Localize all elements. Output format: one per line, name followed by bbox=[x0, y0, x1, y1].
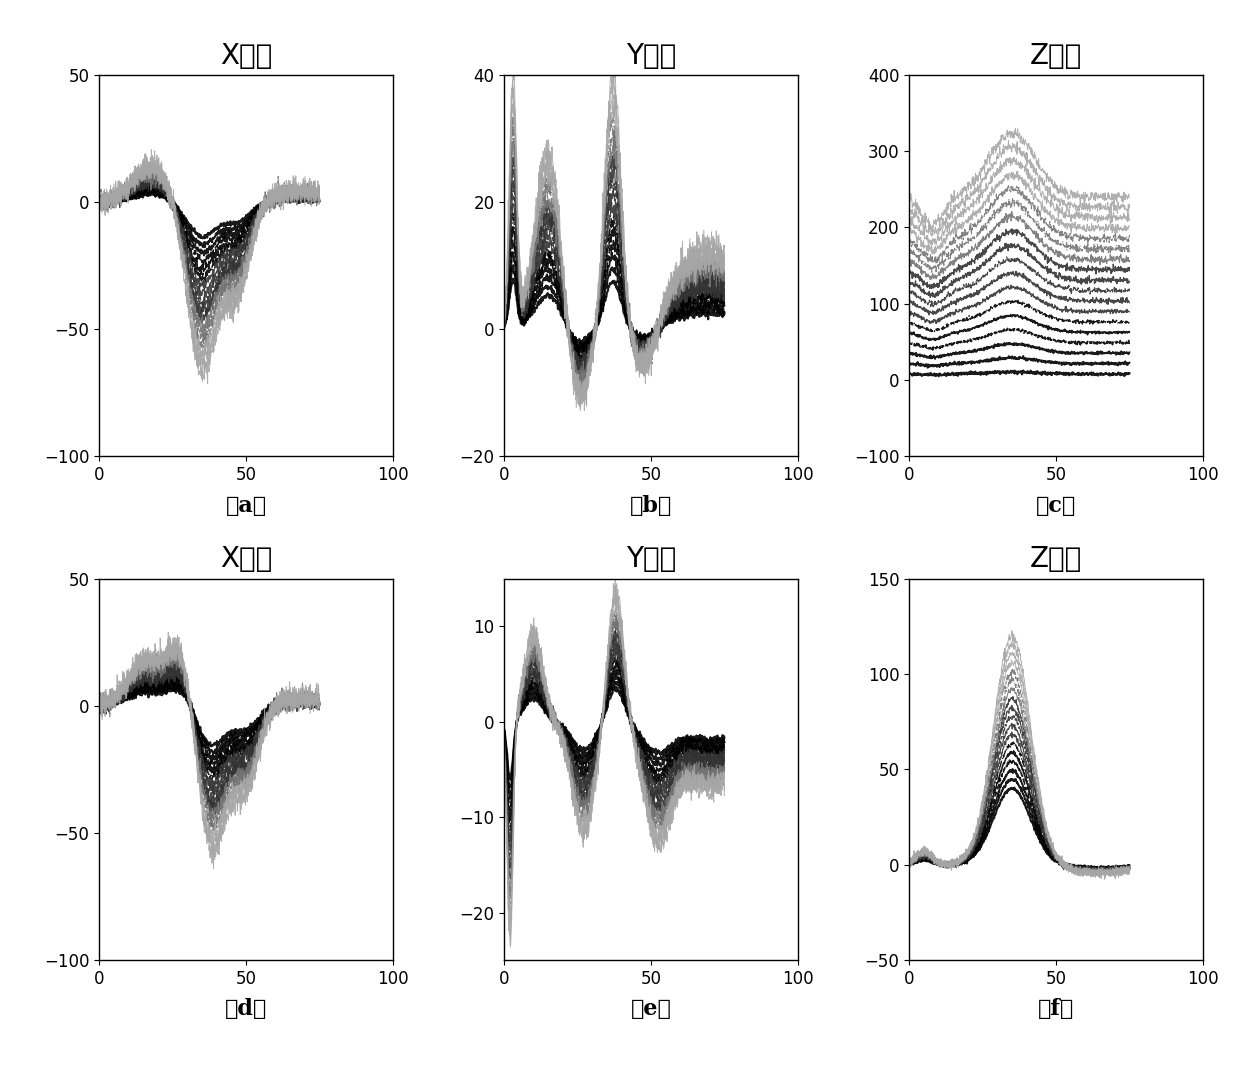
Text: （c）: （c） bbox=[1035, 495, 1076, 516]
Title: X分量: X分量 bbox=[219, 545, 272, 573]
Text: （a）: （a） bbox=[226, 495, 267, 516]
Text: （d）: （d） bbox=[224, 999, 267, 1020]
Text: （f）: （f） bbox=[1038, 999, 1074, 1020]
Title: Z分量: Z分量 bbox=[1030, 42, 1083, 69]
Title: Z分量: Z分量 bbox=[1030, 545, 1083, 573]
Title: Y分量: Y分量 bbox=[626, 42, 676, 69]
Text: （b）: （b） bbox=[630, 495, 672, 516]
Title: Y分量: Y分量 bbox=[626, 545, 676, 573]
Text: （e）: （e） bbox=[631, 999, 671, 1020]
Title: X分量: X分量 bbox=[219, 42, 272, 69]
